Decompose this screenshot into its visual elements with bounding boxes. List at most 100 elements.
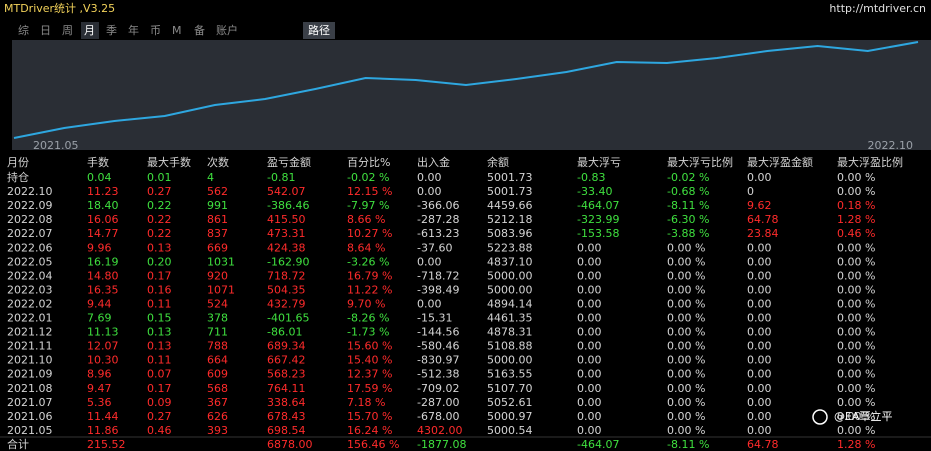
cell: 0.00 — [577, 312, 602, 325]
menu-item[interactable]: 账户 — [216, 23, 238, 37]
cell: 9.62 — [747, 199, 772, 212]
menu-item[interactable]: 备 — [194, 23, 205, 37]
cell: 0.00 — [577, 410, 602, 423]
cell: -37.60 — [417, 241, 452, 254]
column-header: 百分比% — [347, 156, 390, 169]
app-title: MTDriver统计 ,V3.25 — [4, 2, 115, 15]
cell: 0.00 — [747, 269, 772, 282]
cell: 23.84 — [747, 227, 779, 240]
cell: 378 — [207, 312, 228, 325]
cell: -3.26 % — [347, 255, 389, 268]
cell: 0.17 — [147, 269, 172, 282]
cell: -1877.08 — [417, 438, 466, 451]
cell: 11.13 — [87, 326, 119, 339]
cell: 0.00 % — [837, 396, 875, 409]
cell: 718.72 — [267, 269, 306, 282]
cell: 0.00 % — [667, 368, 705, 381]
cell: -8.26 % — [347, 312, 389, 325]
row-label: 持仓 — [7, 170, 29, 184]
cell: 15.40 % — [347, 354, 392, 367]
cell: 10.30 — [87, 354, 119, 367]
cell: 9.70 % — [347, 297, 385, 310]
row-label: 2021.05 — [7, 424, 53, 437]
path-button[interactable]: 路径 — [308, 24, 330, 37]
cell: 9.96 — [87, 241, 112, 254]
row-label: 2022.04 — [7, 269, 53, 282]
cell: 0.00 — [577, 382, 602, 395]
cell: 568 — [207, 382, 228, 395]
column-header: 最大浮盈金额 — [747, 155, 813, 169]
cell: 0.00 — [417, 297, 442, 310]
menu-item[interactable]: 周 — [62, 24, 73, 37]
cell: -366.06 — [417, 199, 459, 212]
cell: 0.27 — [147, 185, 172, 198]
cell: 16.79 % — [347, 269, 392, 282]
cell: 0.00 — [747, 171, 772, 184]
cell: 4878.31 — [487, 326, 533, 339]
cell: 0.00 % — [667, 241, 705, 254]
menu-item[interactable]: 日 — [40, 24, 51, 37]
cell: 1071 — [207, 283, 235, 296]
cell: -0.83 — [577, 171, 605, 184]
row-label: 2022.01 — [7, 312, 53, 325]
cell: 15.60 % — [347, 340, 392, 353]
cell: 0.18 % — [837, 199, 875, 212]
cell: 0.00 % — [667, 410, 705, 423]
column-header: 最大浮亏比例 — [667, 155, 733, 169]
cell: 0.00 — [417, 255, 442, 268]
menu-item[interactable]: 综 — [18, 23, 29, 37]
cell: 0.00 % — [667, 269, 705, 282]
cell: 18.40 — [87, 199, 119, 212]
cell: 393 — [207, 424, 228, 437]
cell: 0.00 % — [837, 255, 875, 268]
cell: 0.01 — [147, 171, 172, 184]
column-header: 次数 — [207, 155, 229, 169]
column-header: 最大浮亏 — [577, 155, 621, 169]
cell: 0.00 — [577, 255, 602, 268]
cell: 678.43 — [267, 410, 306, 423]
column-header: 最大手数 — [147, 155, 191, 169]
cell: 64.78 — [747, 438, 779, 451]
cell: 0.00 — [577, 283, 602, 296]
cell: 562 — [207, 185, 228, 198]
menu-item[interactable]: 年 — [128, 23, 139, 37]
cell: 0.09 — [147, 396, 172, 409]
cell: 0.00 — [577, 354, 602, 367]
equity-line — [13, 41, 919, 139]
cell: -718.72 — [417, 269, 459, 282]
row-label: 2022.06 — [7, 241, 53, 254]
row-label: 2022.07 — [7, 227, 53, 240]
cell: -709.02 — [417, 382, 459, 395]
cell: 0.13 — [147, 326, 172, 339]
cell: 0.17 — [147, 382, 172, 395]
cell: 215.52 — [87, 438, 126, 451]
cell: -0.68 % — [667, 185, 709, 198]
cell: 0.22 — [147, 213, 172, 226]
cell: 0.07 — [147, 368, 172, 381]
cell: -0.02 % — [667, 171, 709, 184]
cell: 11.22 % — [347, 283, 392, 296]
cell: 15.70 % — [347, 410, 392, 423]
cell: 0.00 % — [667, 312, 705, 325]
cell: 0.00 % — [667, 297, 705, 310]
menu-item[interactable]: M — [172, 24, 182, 37]
row-label: 2022.09 — [7, 199, 53, 212]
cell: 7.69 — [87, 312, 112, 325]
cell: 4 — [207, 171, 214, 184]
path-button-bg[interactable] — [303, 22, 335, 39]
menu-item[interactable]: 币 — [150, 24, 161, 37]
cell: 0.11 — [147, 354, 172, 367]
cell: 11.44 — [87, 410, 119, 423]
cell: 4461.35 — [487, 312, 533, 325]
cell: 14.77 — [87, 227, 119, 240]
cell: -7.97 % — [347, 199, 389, 212]
cell: 0.00 — [747, 312, 772, 325]
cell: 991 — [207, 199, 228, 212]
menu-item[interactable]: 月 — [84, 24, 95, 37]
row-label: 2021.07 — [7, 396, 53, 409]
menu-item[interactable]: 季 — [106, 24, 117, 37]
cell: 0.00 % — [837, 368, 875, 381]
cell: 5000.54 — [487, 424, 533, 437]
cell: 4837.10 — [487, 255, 533, 268]
